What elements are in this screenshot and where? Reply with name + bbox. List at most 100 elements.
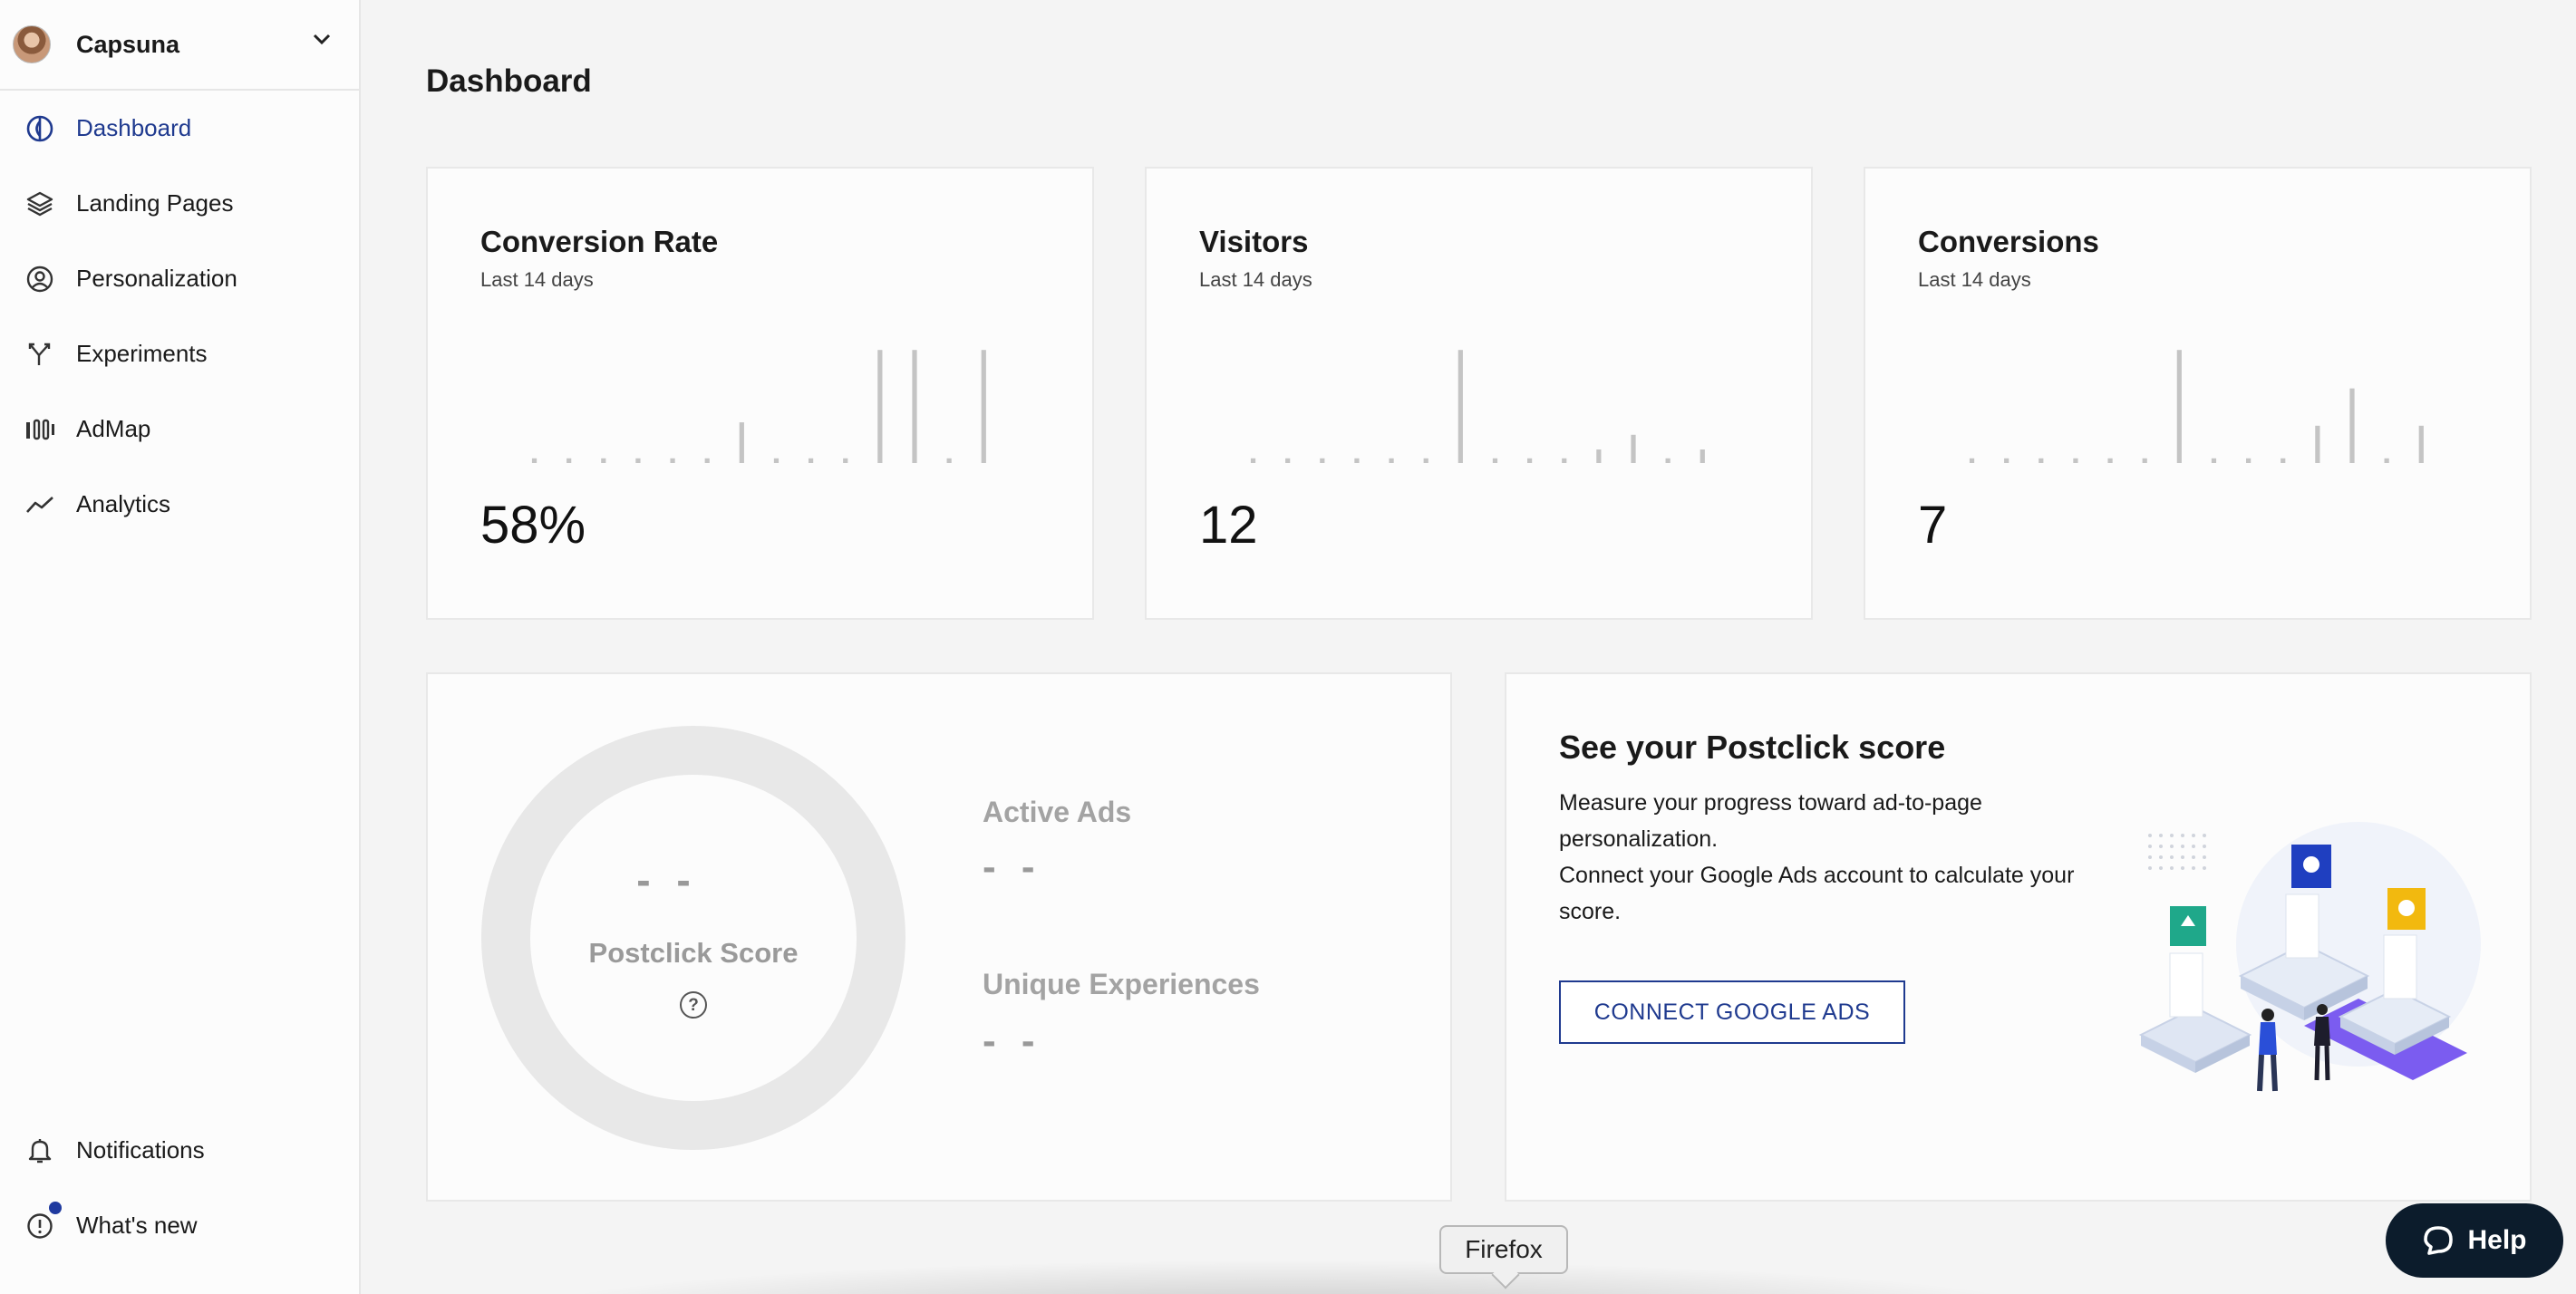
stat-card-conversions: Conversions Last 14 days 7 [1864,167,2532,620]
bell-icon [24,1135,56,1167]
nav-label: Experiments [76,340,208,367]
workspace-switcher[interactable]: Capsuna [0,0,359,91]
nav-item-experiments[interactable]: Experiments [0,316,359,391]
sparkline-bar [1492,458,1498,463]
score-value: - - [636,856,698,903]
sparkline-bar [1457,350,1463,463]
nav-label: Dashboard [76,114,192,141]
score-ring [481,726,905,1150]
sparkline-bar [809,458,814,463]
stat-subtitle: Last 14 days [1918,268,2031,291]
sparkline-bar [1631,434,1636,463]
chevron-down-icon[interactable] [312,33,332,45]
help-label: Help [2467,1225,2527,1255]
metric-label-active-ads: Active Ads [983,796,1132,828]
sparkline-bar [2418,425,2424,463]
nav-label: What's new [76,1212,198,1239]
promo-description: Measure your progress toward ad-to-page … [1559,785,2139,930]
sparkline-bar [2176,350,2182,463]
nav-label: Personalization [76,265,237,292]
sparkline-bar [1423,458,1428,463]
sparkline-bar [704,458,710,463]
secondary-nav: Notifications What's new [0,1113,359,1263]
admap-icon [24,413,56,446]
sparkline-bar [877,350,883,463]
postclick-illustration [2138,822,2481,1092]
nav-item-dashboard[interactable]: Dashboard [0,91,359,166]
new-indicator-dot [49,1202,62,1214]
sparkline-bar [2349,388,2355,463]
sparkline-bar [1250,458,1256,463]
metric-value-active-ads: - - [983,845,1042,889]
workspace-name: Capsuna [76,30,180,58]
metric-value-unique-experiences: - - [983,1019,1042,1063]
sparkline-chart [1969,350,2424,463]
stat-title: Visitors [1199,225,1309,258]
postclick-promo-card: See your Postclick score Measure your pr… [1505,672,2532,1202]
nav-label: AdMap [76,415,151,442]
sidebar: Capsuna Dashboard Landing Pages Personal… [0,0,361,1294]
user-circle-icon [24,263,56,295]
sparkline-bar [912,350,917,463]
promo-title: See your Postclick score [1559,729,1946,766]
nav-label: Landing Pages [76,189,234,217]
promo-line-1: Measure your progress toward ad-to-page … [1559,790,1982,852]
nav-item-notifications[interactable]: Notifications [0,1113,359,1188]
main-nav: Dashboard Landing Pages Personalization … [0,91,359,542]
sparkline-bar [843,458,848,463]
connect-google-ads-button[interactable]: CONNECT GOOGLE ADS [1559,980,1905,1044]
nav-label: Notifications [76,1136,205,1164]
sparkline-bar [2315,425,2320,463]
sparkline-bar [1969,458,1975,463]
trend-icon [24,488,56,521]
help-circle-icon[interactable]: ? [680,991,707,1019]
sparkline-bar [946,458,952,463]
sparkline-bar [2004,458,2009,463]
sparkline-bar [1665,458,1671,463]
layers-icon [24,188,56,220]
nav-item-landing-pages[interactable]: Landing Pages [0,166,359,241]
postclick-score-card: - - Postclick Score ? Active Ads - - Uni… [426,672,1452,1202]
help-button[interactable]: Help [2386,1203,2563,1278]
avatar [13,25,51,63]
sparkline-bar [1354,458,1360,463]
sparkline-bar [2107,458,2113,463]
sparkline-bar [2142,458,2147,463]
sparkline-bar [739,422,744,463]
score-label: Postclick Score [588,937,799,969]
stat-subtitle: Last 14 days [480,268,594,291]
sparkline-bar [567,458,572,463]
sparkline-bar [2384,458,2389,463]
dock-shadow [508,1260,2067,1294]
sparkline-bar [1562,458,1567,463]
sparkline-bar [1700,449,1705,463]
taskbar-tooltip: Firefox [1439,1225,1568,1274]
sparkline-bar [2039,458,2044,463]
sparkline-bar [635,458,641,463]
stat-value: 7 [1918,496,1948,555]
sparkline-bar [1389,458,1394,463]
sparkline-bar [1527,458,1533,463]
nav-item-personalization[interactable]: Personalization [0,241,359,316]
sparkline-bar [773,458,780,463]
stat-value: 12 [1199,496,1258,555]
nav-item-whats-new[interactable]: What's new [0,1188,359,1263]
nav-item-analytics[interactable]: Analytics [0,467,359,542]
stat-title: Conversions [1918,225,2099,258]
sparkline-bar [670,458,675,463]
sparkline-bar [2246,458,2252,463]
metric-label-unique-experiences: Unique Experiences [983,968,1260,1000]
stat-value: 58% [480,496,586,555]
sparkline-bar [601,458,606,463]
stat-card-visitors: Visitors Last 14 days 12 [1145,167,1813,620]
sparkline-bar [1285,458,1291,463]
sparkline-bar [981,350,986,463]
nav-item-admap[interactable]: AdMap [0,391,359,467]
sparkline-bar [2211,458,2217,463]
sparkline-bar [2281,458,2286,463]
alert-circle-icon [24,1210,56,1242]
nav-label: Analytics [76,490,171,517]
stat-card-conversion-rate: Conversion Rate Last 14 days 58% [426,167,1094,620]
sparkline-chart [531,350,986,463]
stat-title: Conversion Rate [480,225,719,258]
